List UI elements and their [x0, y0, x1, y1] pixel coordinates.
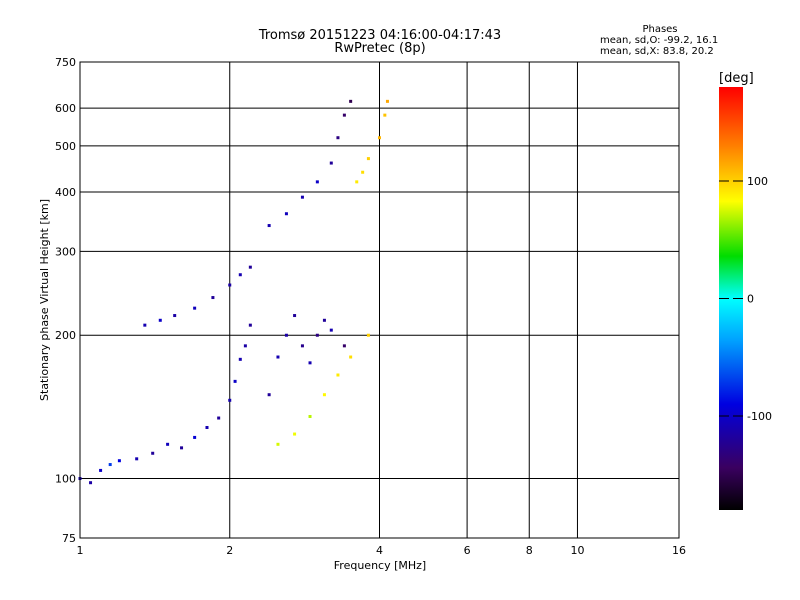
x-axis-label: Frequency [MHz]	[334, 559, 426, 572]
chart-subtitle: RwPretec (8p)	[334, 41, 426, 56]
echo-point-3-4	[336, 373, 340, 377]
echo-point-0-16	[248, 323, 252, 327]
phase-stats-title: Phases	[642, 24, 678, 35]
echo-point-2-2	[284, 333, 288, 337]
plot-frame	[79, 61, 680, 539]
echo-point-0-11	[217, 416, 221, 420]
echo-point-4-7	[349, 99, 353, 103]
phase-stats-x: mean, sd,X: 83.8, 20.2	[600, 46, 714, 57]
echo-point-0-4	[117, 459, 121, 463]
echo-point-5-5	[385, 99, 389, 103]
echo-point-0-5	[135, 457, 139, 461]
echo-point-2-6	[315, 333, 319, 337]
colorbar-tick-label-100: 100	[747, 175, 768, 188]
echo-point-2-7	[322, 318, 326, 322]
echo-point-3-5	[349, 355, 353, 359]
y-tick-label-200: 200	[55, 329, 76, 342]
chart-title: Tromsø 20151223 04:16:00-04:17:43	[258, 28, 502, 43]
echo-point-1-1	[158, 318, 162, 322]
echo-point-0-8	[180, 446, 184, 450]
x-tick-label-10: 10	[570, 544, 584, 557]
echo-point-0-12	[228, 398, 232, 402]
echo-point-0-10	[205, 425, 209, 429]
colorbar-unit-label: [deg]	[719, 71, 754, 86]
colorbar-ticks: 100 0 -100	[719, 175, 772, 423]
y-axis-label: Stationary phase Virtual Height [km]	[38, 199, 51, 401]
echo-point-1-3	[193, 306, 197, 310]
echo-point-2-8	[329, 328, 333, 332]
phase-stats: Phases mean, sd,O: -99.2, 16.1 mean, sd,…	[600, 24, 720, 57]
echo-point-4-0	[267, 224, 271, 228]
echo-point-4-5	[336, 136, 340, 140]
echo-point-1-2	[173, 314, 177, 318]
echo-point-2-5	[308, 361, 312, 365]
echo-point-5-3	[378, 136, 381, 140]
echo-point-5-4	[383, 113, 387, 117]
echo-point-2-4	[300, 344, 304, 348]
y-tick-label-600: 600	[55, 102, 76, 115]
echo-point-4-3	[315, 180, 319, 184]
y-tick-label-750: 750	[55, 56, 76, 69]
x-tick-label-2: 2	[226, 544, 233, 557]
echo-point-1-6	[238, 273, 242, 277]
colorbar-tick-label--100: -100	[747, 410, 772, 423]
echo-point-4-6	[342, 113, 346, 117]
echo-point-1-4	[211, 296, 215, 300]
echo-point-0-6	[151, 451, 155, 455]
x-tick-label-6: 6	[464, 544, 471, 557]
echo-point-4-4	[329, 161, 333, 165]
echo-point-2-9	[342, 344, 346, 348]
echo-point-5-1	[361, 170, 365, 174]
echo-point-3-3	[322, 393, 326, 397]
echo-point-1-5	[228, 283, 232, 287]
y-tick-label-100: 100	[55, 473, 76, 486]
echo-point-0-2	[99, 468, 103, 472]
x-tick-label-16: 16	[672, 544, 686, 557]
echo-point-1-0	[143, 323, 147, 327]
echo-point-3-6	[366, 333, 370, 337]
echo-point-5-0	[355, 180, 359, 184]
echo-point-2-3	[293, 314, 297, 318]
y-tick-label-500: 500	[55, 140, 76, 153]
phase-stats-o: mean, sd,O: -99.2, 16.1	[600, 35, 719, 46]
y-tick-label-300: 300	[55, 245, 76, 258]
echo-point-3-1	[293, 432, 297, 436]
y-tick-label-75: 75	[62, 532, 76, 545]
echo-point-2-0	[267, 393, 271, 397]
echo-point-2-1	[276, 355, 280, 359]
echo-point-0-9	[193, 435, 197, 439]
echo-point-0-7	[166, 442, 170, 446]
x-tick-label-8: 8	[526, 544, 533, 557]
echo-point-3-0	[276, 442, 280, 446]
echo-point-0-3	[108, 463, 112, 467]
echo-point-0-1	[89, 481, 93, 485]
colorbar-tick-label-0: 0	[747, 293, 754, 306]
echo-point-5-2	[366, 157, 370, 161]
echo-point-3-2	[308, 414, 312, 418]
y-axis-ticks: 75 100 200 300 400 500 600 750	[55, 56, 76, 545]
echo-point-0-13	[233, 379, 237, 383]
echo-point-4-1	[284, 212, 288, 216]
echo-points	[78, 99, 389, 485]
grid-lines	[80, 62, 680, 538]
echo-point-4-2	[300, 195, 304, 199]
x-axis-ticks: 1 2 4 6 8 10 16	[77, 544, 687, 557]
x-tick-label-4: 4	[376, 544, 383, 557]
echo-point-0-14	[238, 357, 242, 361]
echo-point-1-7	[248, 265, 252, 269]
y-tick-label-400: 400	[55, 186, 76, 199]
x-tick-label-1: 1	[77, 544, 84, 557]
echo-point-0-15	[243, 344, 247, 348]
